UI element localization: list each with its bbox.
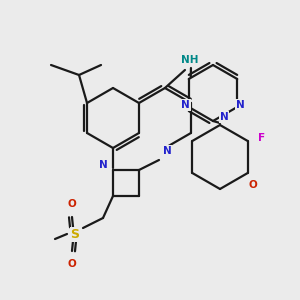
Text: N: N xyxy=(220,112,228,122)
Text: F: F xyxy=(258,133,265,143)
Text: O: O xyxy=(248,180,257,190)
Text: NH: NH xyxy=(181,55,199,65)
Text: N: N xyxy=(163,146,171,156)
Text: N: N xyxy=(236,100,244,110)
Text: O: O xyxy=(68,199,76,209)
Text: N: N xyxy=(99,160,107,170)
Text: N: N xyxy=(182,100,190,110)
Text: O: O xyxy=(68,259,76,269)
Text: S: S xyxy=(70,227,80,241)
